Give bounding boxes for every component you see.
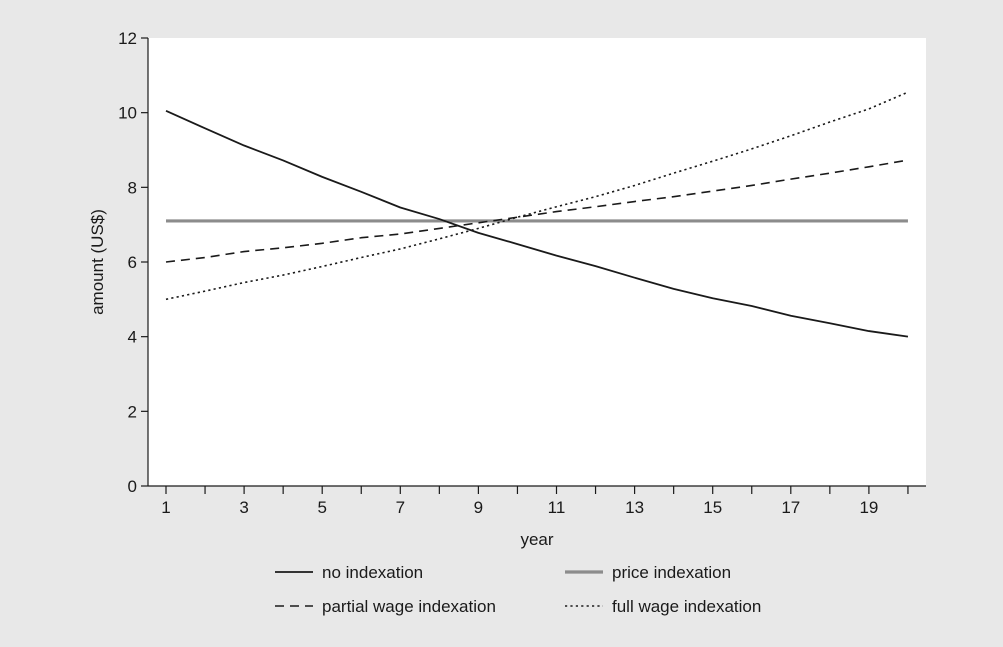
x-tick-label: 17 bbox=[781, 498, 800, 517]
x-tick-label: 11 bbox=[548, 498, 566, 517]
x-axis-title: year bbox=[520, 530, 553, 549]
x-tick-label: 7 bbox=[396, 498, 405, 517]
y-tick-label: 4 bbox=[128, 328, 137, 347]
legend-label: no indexation bbox=[322, 563, 423, 582]
y-tick-label: 8 bbox=[128, 178, 137, 197]
legend-label: price indexation bbox=[612, 563, 731, 582]
x-tick-label: 5 bbox=[317, 498, 326, 517]
x-tick-label: 19 bbox=[859, 498, 878, 517]
y-tick-label: 6 bbox=[128, 253, 137, 272]
x-tick-label: 13 bbox=[625, 498, 644, 517]
y-tick-label: 0 bbox=[128, 477, 137, 496]
x-tick-label: 15 bbox=[703, 498, 722, 517]
legend-label: full wage indexation bbox=[612, 597, 761, 616]
legend-label: partial wage indexation bbox=[322, 597, 496, 616]
x-tick-label: 9 bbox=[474, 498, 483, 517]
plot-area bbox=[148, 38, 926, 486]
y-axis-title: amount (US$) bbox=[88, 209, 107, 315]
y-tick-label: 2 bbox=[128, 402, 137, 421]
y-tick-label: 12 bbox=[118, 29, 137, 48]
x-tick-label: 1 bbox=[161, 498, 170, 517]
x-tick-label: 3 bbox=[239, 498, 248, 517]
y-tick-label: 10 bbox=[118, 104, 137, 123]
